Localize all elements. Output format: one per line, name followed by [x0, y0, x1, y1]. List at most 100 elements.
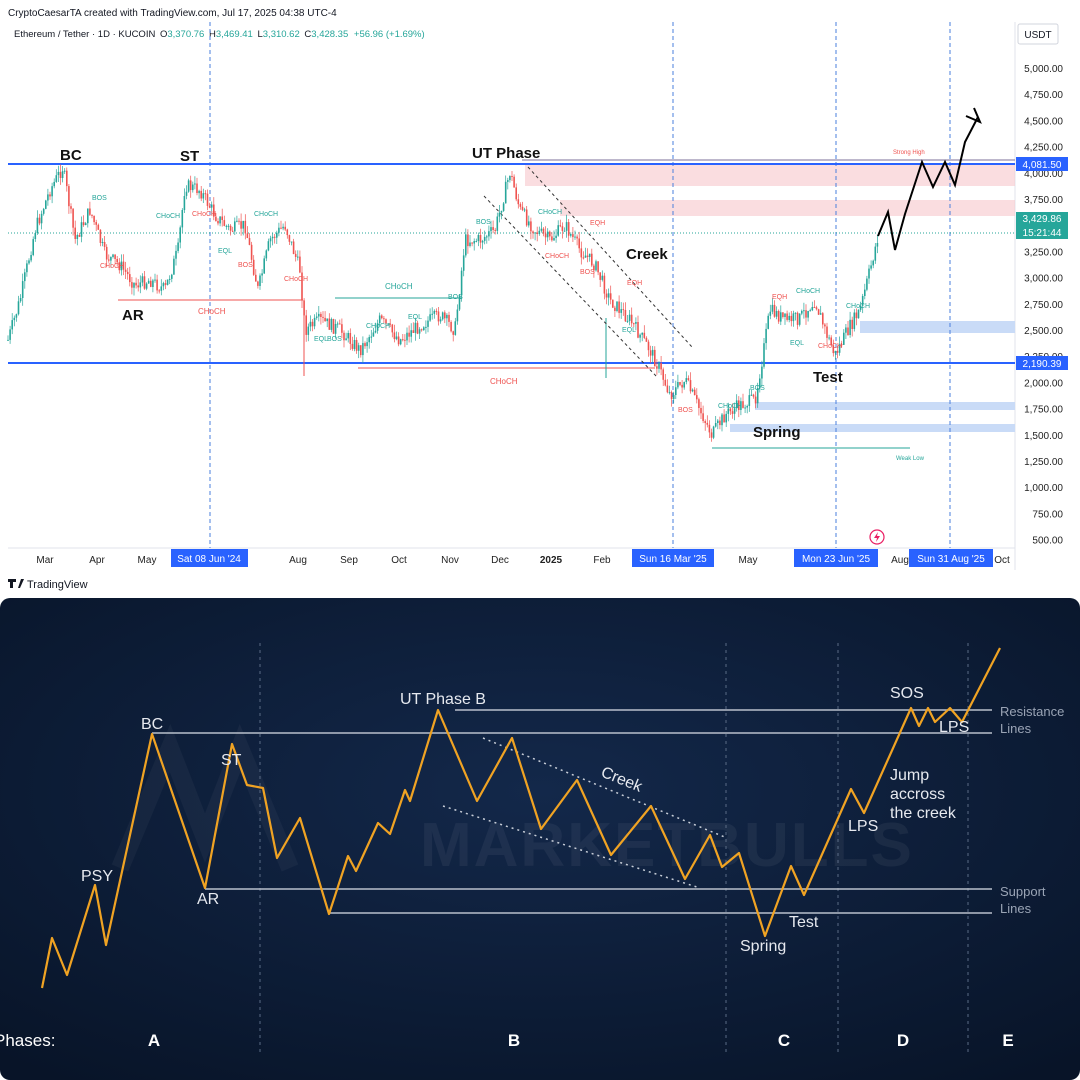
candle-body — [536, 232, 538, 234]
candle-body — [704, 421, 706, 423]
price-tick-label: 2,750.00 — [1024, 300, 1063, 311]
candle-body — [240, 221, 242, 229]
candle-body — [423, 327, 425, 330]
candle-body — [733, 408, 736, 414]
price-tick-label: 750.00 — [1032, 509, 1063, 520]
candle-body — [126, 271, 129, 275]
choch-label: CHoCH — [718, 403, 742, 410]
projection-path — [877, 116, 979, 251]
candle-body — [259, 275, 261, 286]
candle-body — [817, 309, 820, 315]
candle-body — [639, 334, 641, 338]
candle-body — [194, 183, 196, 185]
candle-body — [761, 366, 763, 379]
spring-label: Spring — [740, 938, 786, 955]
candle-body — [513, 176, 515, 188]
candle-body — [591, 253, 593, 266]
svg-text:Sun 31 Aug '25: Sun 31 Aug '25 — [917, 554, 985, 565]
candle-body — [752, 394, 755, 397]
candle-body — [57, 171, 60, 176]
date-badge — [794, 549, 878, 567]
lps-label-2: LPS — [939, 719, 969, 736]
candle-body — [68, 186, 70, 207]
candle-body — [467, 234, 469, 247]
candle-body — [366, 342, 368, 347]
supply-zone-lower — [560, 200, 1015, 216]
candle-body — [872, 260, 874, 266]
price-tick-label: 5,000.00 — [1024, 64, 1063, 75]
candle-body — [675, 387, 677, 395]
candle-body — [864, 289, 866, 296]
candle-body — [229, 225, 232, 231]
candle-body — [769, 311, 772, 316]
candle-body — [393, 332, 396, 340]
candle-body — [481, 240, 484, 243]
candle-body — [456, 309, 459, 322]
candle-body — [561, 226, 564, 231]
demand-zone-1 — [860, 321, 1015, 333]
eql-label: EQL — [218, 248, 232, 255]
eqh-label: EQH — [590, 220, 605, 227]
svg-text:2,190.39: 2,190.39 — [1023, 359, 1062, 370]
supply-zone-upper — [525, 165, 1015, 186]
candle-body — [95, 222, 97, 225]
candle-body — [334, 324, 337, 334]
candle-body — [483, 236, 486, 241]
candle-body — [542, 228, 545, 234]
candle-body — [523, 209, 526, 211]
candle-body — [534, 232, 536, 234]
candle-body — [89, 208, 91, 215]
candle-body — [387, 323, 389, 325]
candle-body — [141, 276, 144, 283]
candle-body — [133, 282, 135, 288]
resistance-label: Resistance — [1000, 704, 1064, 719]
candle-body — [471, 242, 473, 244]
candle-body — [721, 414, 723, 426]
candle-body — [727, 408, 730, 414]
eql-label: EQL — [790, 340, 804, 347]
lightning-icon[interactable] — [869, 529, 885, 545]
candle-body — [162, 283, 165, 287]
ar-label: AR — [122, 307, 144, 324]
candle-body — [719, 420, 721, 426]
candle-body — [192, 184, 194, 191]
candle-body — [798, 313, 801, 325]
candle-body — [574, 236, 576, 238]
candle-body — [822, 313, 824, 325]
candle-body — [108, 259, 110, 261]
candle-body — [9, 329, 11, 340]
candle-body — [519, 204, 522, 207]
candle-body — [622, 309, 625, 311]
candle-body — [754, 396, 757, 404]
candle-body — [219, 216, 221, 224]
projection-arrowhead — [965, 107, 982, 124]
candle-body — [40, 213, 43, 224]
candle-body — [364, 343, 366, 347]
candle-body — [870, 265, 872, 269]
candle-body — [139, 282, 142, 288]
candle-body — [595, 261, 597, 271]
candle-body — [185, 191, 188, 196]
candle-body — [861, 296, 864, 306]
candle-body — [748, 395, 751, 406]
bos-label: BOS — [92, 195, 107, 202]
jump-label-line3: the creek — [890, 805, 957, 822]
candle-body — [320, 313, 322, 317]
candle-body — [855, 312, 858, 319]
eqh-label: EQH — [627, 280, 642, 287]
candle-body — [460, 270, 463, 296]
candle-body — [21, 281, 24, 298]
strong-high-label: Strong High — [893, 150, 925, 156]
candle-body — [838, 344, 841, 353]
st-label: ST — [221, 752, 242, 769]
currency-button[interactable] — [1017, 23, 1059, 45]
candle-body — [500, 210, 503, 213]
candle-body — [767, 315, 769, 329]
candle-body — [469, 242, 471, 246]
candle-body — [395, 336, 398, 340]
candle-body — [511, 176, 513, 177]
candle-body — [420, 329, 423, 331]
choch-label: CHoCH — [538, 209, 562, 216]
candle-body — [857, 309, 860, 319]
price-tick-label: 3,000.00 — [1024, 274, 1063, 285]
